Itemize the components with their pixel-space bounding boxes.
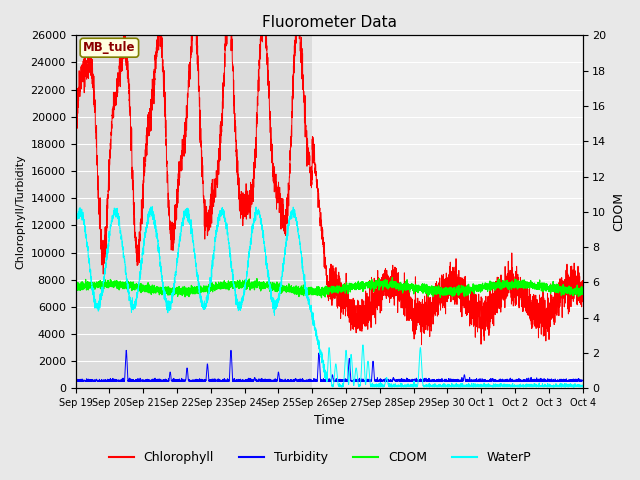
Title: Fluorometer Data: Fluorometer Data	[262, 15, 397, 30]
X-axis label: Time: Time	[314, 414, 344, 427]
Legend: Chlorophyll, Turbidity, CDOM, WaterP: Chlorophyll, Turbidity, CDOM, WaterP	[104, 446, 536, 469]
Y-axis label: CDOM: CDOM	[612, 192, 625, 231]
Y-axis label: Chlorophyll/Turbidity: Chlorophyll/Turbidity	[15, 155, 25, 269]
Bar	[76, 36, 312, 388]
Text: MB_tule: MB_tule	[83, 41, 136, 54]
